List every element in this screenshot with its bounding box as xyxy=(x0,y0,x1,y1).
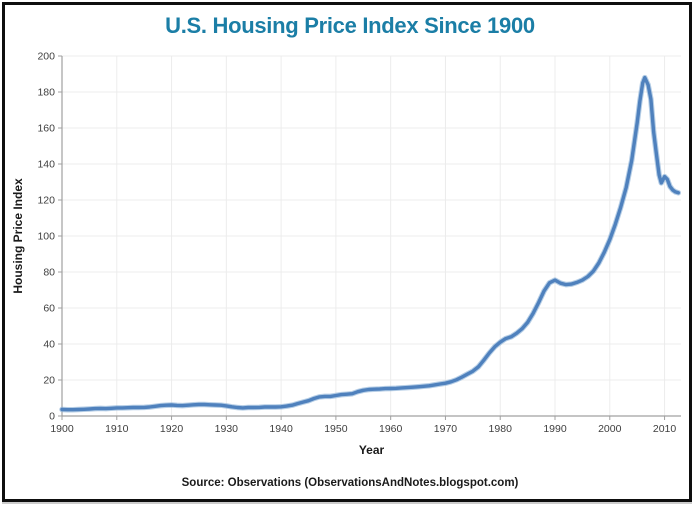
source-caption: Source: Observations (ObservationsAndNot… xyxy=(181,477,519,489)
price-line-halo xyxy=(59,74,682,413)
x-tick-label: 1910 xyxy=(105,423,129,435)
y-tick-label: 0 xyxy=(49,411,55,423)
x-tick-label: 2010 xyxy=(653,423,677,435)
y-tick-label: 120 xyxy=(37,195,55,207)
price-line xyxy=(60,75,680,412)
x-tick-label: 1900 xyxy=(50,423,74,435)
x-tick-label: 1940 xyxy=(269,423,293,435)
x-tick-label: 1980 xyxy=(489,423,513,435)
y-tick-label: 60 xyxy=(43,303,55,315)
y-tick-label: 200 xyxy=(37,51,55,63)
y-tick-label: 40 xyxy=(43,339,55,351)
y-tick-label: 160 xyxy=(37,123,55,135)
y-tick-label: 20 xyxy=(43,375,55,387)
x-tick-label: 1950 xyxy=(324,423,348,435)
x-tick-label: 1920 xyxy=(160,423,184,435)
y-tick-label: 180 xyxy=(37,87,55,99)
x-tick-label: 2000 xyxy=(598,423,622,435)
x-tick-label: 1960 xyxy=(379,423,403,435)
chart-title: U.S. Housing Price Index Since 1900 xyxy=(165,13,535,38)
x-tick-label: 1930 xyxy=(215,423,239,435)
y-tick-label: 80 xyxy=(43,267,55,279)
x-tick-label: 1990 xyxy=(543,423,567,435)
y-tick-label: 140 xyxy=(37,159,55,171)
y-tick-label: 100 xyxy=(37,231,55,243)
x-tick-label: 1970 xyxy=(434,423,458,435)
y-axis-title: Housing Price Index xyxy=(11,178,25,294)
x-axis-title: Year xyxy=(359,443,385,457)
